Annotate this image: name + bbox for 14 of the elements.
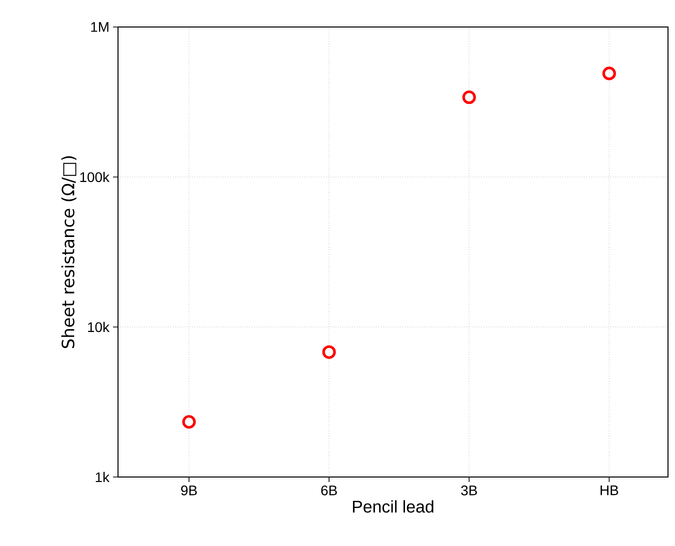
y-tick-label: 100k — [80, 172, 110, 182]
x-axis-title: Pencil lead — [352, 500, 434, 513]
x-tick-label: 6B — [321, 485, 337, 496]
x-tick-label: 9B — [181, 485, 197, 496]
y-axis-title: Sheet resistance (Ω/□) — [61, 156, 76, 348]
point — [322, 345, 336, 359]
y-tick-label: 1M — [91, 22, 108, 32]
y-tick-label: 10k — [88, 322, 110, 332]
point — [602, 66, 616, 80]
y-tick-label: 1k — [96, 472, 110, 482]
x-tick-label: HB — [600, 485, 618, 496]
point — [182, 415, 196, 429]
point — [462, 90, 476, 104]
x-tick-label: 3B — [461, 485, 477, 496]
